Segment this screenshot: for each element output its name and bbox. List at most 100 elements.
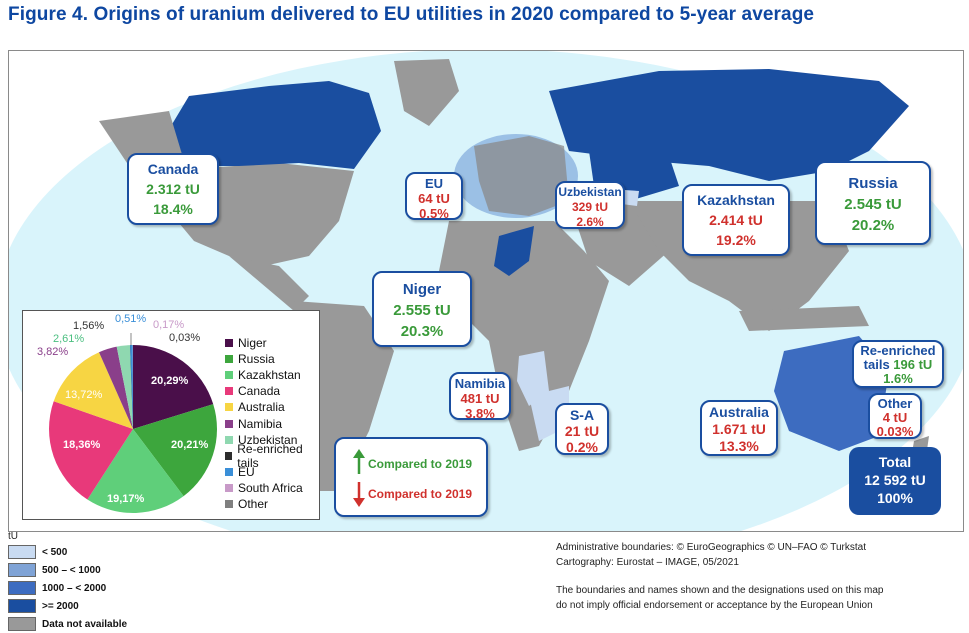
legend-label: Kazakhstan <box>238 368 301 383</box>
figure-title: Figure 4. Origins of uranium delivered t… <box>8 4 815 25</box>
pie-label-reenriched: 1,56% <box>73 320 105 332</box>
callout-australia-name: Australia <box>709 404 769 420</box>
pie-label-canada: 18,36% <box>63 439 101 451</box>
legend-item: Canada <box>225 383 319 399</box>
legend-label: Canada <box>238 384 281 399</box>
callout-kazakhstan: Kazakhstan 2.414 tU 19.2% <box>682 184 790 256</box>
legend-label: Other <box>238 496 269 511</box>
callout-uzbekistan-name: Uzbekistan <box>558 185 622 199</box>
callout-australia: Australia 1.671 tU 13.3% <box>700 400 778 456</box>
scale-label: Data not available <box>42 618 128 630</box>
legend-swatch <box>225 403 233 412</box>
total-label: Total <box>878 454 912 470</box>
callout-eu-pct: 0.5% <box>419 206 449 221</box>
greenland-land <box>394 59 459 126</box>
pie-label-russia: 20,21% <box>171 439 209 451</box>
scale-label: < 500 <box>42 546 68 558</box>
scale-key-5: Data not available <box>8 617 127 631</box>
callout-reenriched-pct: 1.6% <box>883 371 913 386</box>
indonesia-land <box>739 306 869 331</box>
pie-chart <box>49 333 217 513</box>
callout-eu-value: 64 tU <box>418 191 450 206</box>
callout-kazakhstan-pct: 19.2% <box>716 232 756 248</box>
down-arrow-icon <box>353 482 365 507</box>
legend-item: Kazakhstan <box>225 367 319 383</box>
callout-south-africa-value: 21 tU <box>564 423 600 439</box>
callout-namibia-pct: 3.8% <box>465 406 495 421</box>
pie-slice-russia <box>133 404 217 497</box>
russia-region <box>549 69 909 181</box>
callout-uzbekistan: Uzbekistan 329 tU 2.6% <box>555 181 625 229</box>
legend-label: Australia <box>238 400 285 415</box>
namibia-region <box>517 351 549 406</box>
scale-key-2: 500 – < 1000 <box>8 563 101 577</box>
scale-swatch <box>8 617 36 631</box>
pie-chart-panel: 20,29% 20,21% 19,17% 18,36% 13,72% 3,82%… <box>22 310 320 520</box>
callout-uzbekistan-value: 329 tU <box>571 200 609 214</box>
callout-namibia: Namibia 481 tU 3.8% <box>449 372 511 421</box>
legend-item: Other <box>225 496 319 512</box>
pie-slice-australia <box>53 352 133 429</box>
pie-label-niger: 20,29% <box>151 375 189 387</box>
callout-eu: EU 64 tU 0.5% <box>405 172 463 221</box>
legend-label: South Africa <box>238 480 303 495</box>
legend-swatch <box>225 435 233 444</box>
pie-slice-namibia <box>99 346 133 429</box>
callout-other-value: 4 tU <box>882 410 908 425</box>
scale-key-1: < 500 <box>8 545 67 559</box>
callout-uzbekistan-pct: 2.6% <box>576 215 604 229</box>
callout-canada-value: 2.312 tU <box>146 181 200 197</box>
pie-legend: Niger Russia Kazakhstan Canada Australia… <box>225 335 319 512</box>
callout-kazakhstan-name: Kazakhstan <box>697 192 775 208</box>
pie-label-kazakhstan: 19,17% <box>107 493 145 505</box>
pie-slice-canada <box>49 401 133 500</box>
legend-label: EU <box>238 464 255 479</box>
callout-reenriched-name: Re-enriched <box>860 343 936 358</box>
trend-legend-box: Compared to 2019 Compared to 2019 <box>334 437 488 517</box>
scale-key-3: 1000 – < 2000 <box>8 581 106 595</box>
legend-item: Re-enriched tails <box>225 442 319 470</box>
callout-namibia-value: 481 tU <box>460 391 500 406</box>
legend-label: Russia <box>238 352 275 367</box>
legend-item: Australia <box>225 399 319 415</box>
total-box: Total 12 592 tU 100% <box>849 447 941 515</box>
central-america-land <box>229 256 309 311</box>
callout-reenriched-value: 196 tU <box>893 357 933 372</box>
credits-line-1: Administrative boundaries: © EuroGeograp… <box>556 542 867 553</box>
callout-russia: Russia 2.545 tU 20.2% <box>815 161 931 245</box>
callout-niger: Niger 2.555 tU 20.3% <box>372 271 472 347</box>
callout-south-africa: S-A 21 tU 0.2% <box>555 403 609 455</box>
legend-swatch <box>225 339 233 348</box>
legend-item: Uzbekistan <box>225 432 319 448</box>
pie-label-australia: 13,72% <box>65 389 103 401</box>
pie-slice-kazakhstan <box>87 429 184 513</box>
pie-label-namibia: 3,82% <box>37 346 69 358</box>
callout-australia-value: 1.671 tU <box>712 421 766 437</box>
trend-down-label: Compared to 2019 <box>368 487 473 501</box>
scale-label: 500 – < 1000 <box>42 564 101 576</box>
callout-other-pct: 0.03% <box>876 424 914 439</box>
callout-canada-pct: 18.4% <box>153 201 193 217</box>
pie-label-south-africa: 0,17% <box>153 319 185 331</box>
callout-other: Other 4 tU 0.03% <box>868 393 922 439</box>
legend-swatch <box>225 371 233 380</box>
legend-swatch <box>225 499 233 508</box>
scale-swatch <box>8 563 36 577</box>
total-pct: 100% <box>877 490 913 506</box>
scale-label: >= 2000 <box>42 600 79 612</box>
callout-canada: Canada 2.312 tU 18.4% <box>127 153 219 225</box>
scale-swatch <box>8 545 36 559</box>
scale-key-4: >= 2000 <box>8 599 79 613</box>
callout-namibia-name: Namibia <box>454 376 506 391</box>
callout-canada-name: Canada <box>147 161 199 177</box>
trend-up-label: Compared to 2019 <box>368 457 473 471</box>
legend-item: EU <box>225 464 319 480</box>
legend-swatch <box>225 355 233 364</box>
pie-label-uzbekistan: 2,61% <box>53 333 85 345</box>
niger-region <box>494 226 534 276</box>
callout-south-africa-name: S-A <box>569 407 595 423</box>
pie-slice-niger <box>133 345 214 429</box>
pie-slice-eu <box>130 345 133 429</box>
europe-land <box>474 136 569 216</box>
callout-russia-value: 2.545 tU <box>844 196 902 213</box>
